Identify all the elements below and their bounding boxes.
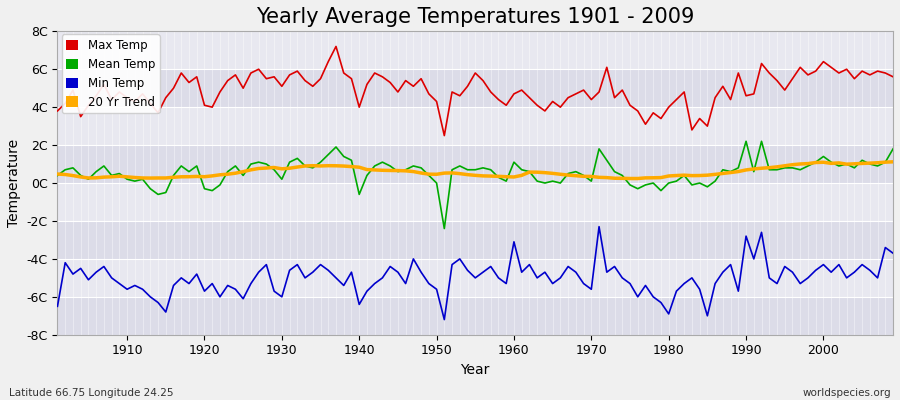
Text: Latitude 66.75 Longitude 24.25: Latitude 66.75 Longitude 24.25 bbox=[9, 388, 174, 398]
Y-axis label: Temperature: Temperature bbox=[7, 139, 21, 227]
Legend: Max Temp, Mean Temp, Min Temp, 20 Yr Trend: Max Temp, Mean Temp, Min Temp, 20 Yr Tre… bbox=[62, 34, 159, 114]
Bar bbox=[58, 145, 893, 183]
Bar bbox=[58, 69, 893, 107]
Bar bbox=[58, 297, 893, 335]
Bar bbox=[58, 183, 893, 221]
Bar bbox=[58, 221, 893, 259]
Title: Yearly Average Temperatures 1901 - 2009: Yearly Average Temperatures 1901 - 2009 bbox=[256, 7, 695, 27]
X-axis label: Year: Year bbox=[461, 363, 490, 377]
Text: worldspecies.org: worldspecies.org bbox=[803, 388, 891, 398]
Bar bbox=[58, 107, 893, 145]
Bar bbox=[58, 259, 893, 297]
Bar bbox=[58, 31, 893, 69]
